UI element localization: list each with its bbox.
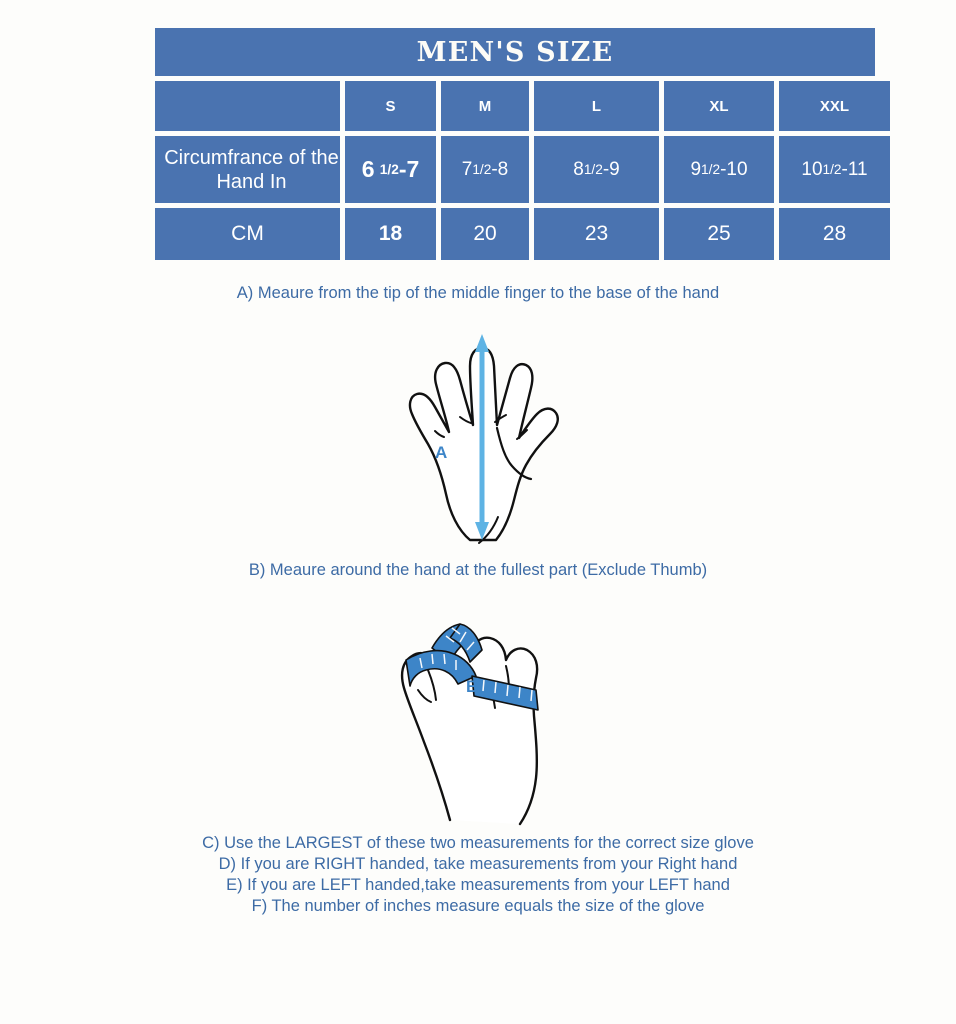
cell-rest: -8	[491, 158, 509, 180]
header-cell-xxl: XXL	[779, 81, 890, 131]
instructions-list: C) Use the LARGEST of these two measurem…	[0, 833, 956, 917]
measuring-tape	[405, 623, 539, 711]
header-cell-xl: XL	[664, 81, 774, 131]
cell-whole: 10	[801, 158, 823, 180]
table-title-bar: MEN'S SIZE	[155, 28, 875, 76]
cell-rest: -11	[841, 158, 868, 180]
cell-fraction: 1/2	[472, 162, 492, 177]
cell-circumference-m: 7 1/2 -8	[441, 136, 529, 203]
measure-label-a: A	[435, 443, 447, 462]
header-cell-blank	[155, 81, 340, 131]
instruction-e: E) If you are LEFT handed,take measureme…	[226, 876, 730, 894]
measure-label-b: B	[466, 677, 478, 696]
table-row: CM 18 20 23 25 28	[155, 208, 890, 260]
cell-fraction: 1/2	[822, 162, 842, 177]
cell-circumference-xl: 9 1/2 -10	[664, 136, 774, 203]
table-row: Circumfrance of the Hand In 6 1/2 -7 7 1/2…	[155, 136, 890, 203]
cell-whole: 8	[573, 158, 584, 180]
cell-circumference-s: 6 1/2 -7	[345, 136, 436, 203]
cell-cm-xl: 25	[664, 208, 774, 260]
row-label-cm: CM	[155, 208, 340, 260]
cell-cm-l: 23	[534, 208, 659, 260]
hand-diagram-a: A	[378, 308, 578, 553]
cell-rest: -7	[398, 156, 420, 182]
caption-b: B) Meaure around the hand at the fullest…	[248, 561, 708, 579]
cell-whole: 6	[361, 156, 375, 182]
cell-whole: 9	[690, 158, 702, 180]
cell-cm-m: 20	[441, 208, 529, 260]
hand-diagram-b: B	[388, 592, 568, 827]
cell-circumference-xxl: 10 1/2 -11	[779, 136, 890, 203]
cell-whole: 7	[461, 158, 473, 180]
measure-arrow-a	[475, 334, 489, 540]
page-title: MEN'S SIZE	[416, 36, 614, 68]
instruction-c: C) Use the LARGEST of these two measurem…	[202, 834, 754, 852]
size-table: MEN'S SIZE S M L XL XXL Circumfrance of …	[155, 28, 890, 265]
header-cell-m: M	[441, 81, 529, 131]
cell-cm-s: 18	[345, 208, 436, 260]
header-cell-s: S	[345, 81, 436, 131]
cell-fraction: 1/2	[583, 162, 603, 177]
caption-a: A) Meaure from the tip of the middle fin…	[236, 284, 720, 302]
cell-rest: -10	[720, 158, 748, 180]
cell-circumference-l: 8 1/2 -9	[534, 136, 659, 203]
instruction-d: D) If you are RIGHT handed, take measure…	[218, 855, 738, 873]
cell-fraction: 1/2	[701, 162, 721, 177]
table-header-row: S M L XL XXL	[155, 81, 890, 131]
cell-cm-xxl: 28	[779, 208, 890, 260]
instruction-f: F) The number of inches measure equals t…	[251, 897, 705, 915]
row-label-circumference: Circumfrance of the Hand In	[155, 136, 340, 203]
cell-rest: -9	[602, 158, 620, 180]
cell-fraction: 1/2	[379, 162, 399, 177]
header-cell-l: L	[534, 81, 659, 131]
